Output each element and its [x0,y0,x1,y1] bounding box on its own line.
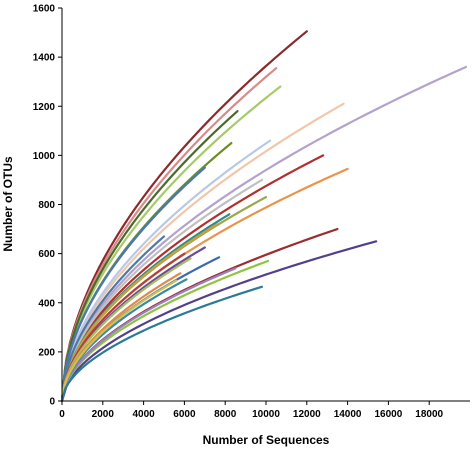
rarefaction-curve-5 [60,102,345,403]
rarefaction-curve-27 [60,279,178,403]
rarefaction-curve-7 [60,139,272,403]
rarefaction-curve-4 [60,85,282,403]
x-tick-label: 8000 [214,409,237,420]
rarefaction-curve-24 [60,267,237,403]
rarefaction-curve-25 [60,272,182,403]
rarefaction-curve-28 [60,285,264,403]
rarefaction-curve-9 [60,154,325,403]
y-tick-label: 1600 [33,4,56,15]
rarefaction-curve-6 [60,110,239,403]
rarefaction-curve-3 [60,65,468,403]
rarefaction-curve-17 [60,235,166,403]
rarefaction-curve-12 [60,178,264,403]
x-tick-label: 2000 [92,409,115,420]
x-tick-label: 10000 [252,409,280,420]
x-ticks: 0 2000 4000 6000 8000 10000 12000 14000 16000 180… [59,401,444,420]
y-ticks: 0 200 400 600 800 1000 1200 1400 1600 [33,4,62,408]
y-tick-label: 800 [38,200,55,211]
rarefaction-curve-22 [60,257,192,403]
rarefaction-curve-2 [60,67,278,403]
x-tick-label: 0 [59,409,65,420]
x-tick-label: 4000 [132,409,155,420]
x-tick-label: 12000 [293,409,321,420]
x-tick-label: 18000 [415,409,443,420]
rarefaction-curve-1 [60,30,308,403]
rarefaction-curve-23 [60,259,270,403]
x-tick-label: 14000 [334,409,362,420]
y-tick-label: 1400 [33,53,56,64]
rarefaction-curve-15 [60,223,219,403]
y-tick-label: 0 [49,397,55,408]
y-tick-label: 400 [38,298,55,309]
y-tick-label: 1000 [33,151,56,162]
x-tick-label: 16000 [374,409,402,420]
x-tick-label: 6000 [173,409,196,420]
y-axis-title: Number of OTUs [1,156,15,252]
rarefaction-curve-18 [60,240,378,403]
rarefaction-curve-20 [60,252,186,403]
rarefaction-curve-10 [60,166,206,403]
rarefaction-curve-11 [60,167,349,403]
y-tick-label: 600 [38,249,55,260]
x-axis-title: Number of Sequences [203,433,330,447]
y-tick-label: 1200 [33,102,56,113]
y-tick-label: 200 [38,347,55,358]
curves-layer [60,30,468,403]
